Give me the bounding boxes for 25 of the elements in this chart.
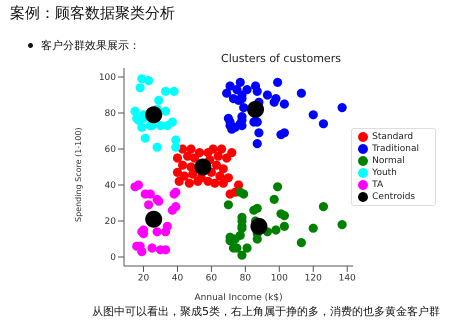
y-tick-label: 80 — [104, 109, 116, 120]
chart-title: Clusters of customers — [220, 52, 342, 65]
y-tick-label: 0 — [110, 253, 116, 264]
x-axis-title: Annual Income (k$) — [194, 293, 283, 303]
text: 案例：顾客数据聚类分析 — [10, 4, 175, 23]
y-tick-label: 40 — [104, 181, 116, 192]
x-tick-label: 120 — [304, 273, 322, 284]
x-tick-label: 140 — [338, 273, 356, 284]
y-tick-label: 60 — [104, 145, 116, 156]
x-tick-label: 60 — [206, 273, 218, 284]
legend-label: Youth — [372, 168, 397, 178]
x-tick-label: 20 — [138, 273, 150, 284]
x-tick-label: 40 — [172, 273, 184, 284]
y-axis-title: Spending Score (1-100) — [74, 127, 83, 222]
y-tick-label: 20 — [104, 217, 116, 228]
legend-label: Traditional — [372, 144, 419, 154]
x-tick-label: 80 — [240, 273, 252, 284]
text: 客户分群效果展示： — [41, 38, 140, 53]
legend-label: Normal — [372, 156, 405, 166]
legend-label: Centroids — [372, 192, 416, 202]
y-tick-label: 100 — [98, 73, 116, 84]
x-tick-label: 100 — [270, 273, 288, 284]
text: 从图中可以看出，聚成5类，右上角属于挣的多，消费的也多黄金客户群 — [92, 304, 440, 319]
legend-label: TA — [372, 180, 384, 190]
legend-label: Standard — [372, 132, 414, 142]
